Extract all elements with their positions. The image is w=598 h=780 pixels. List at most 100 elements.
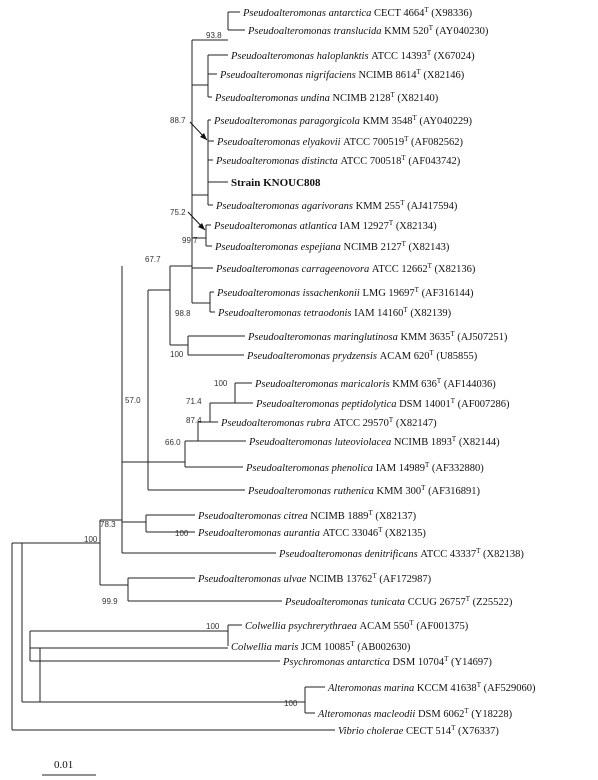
taxon-strain: ACAM 620 <box>380 351 430 362</box>
taxon-label: Pseudoalteromonas rubra ATCC 29570T (X82… <box>220 416 437 429</box>
taxon-species: Pseudoalteromonas denitrificans <box>278 549 420 560</box>
type-strain-mark: T <box>429 24 434 32</box>
taxon-species: Pseudoalteromonas phenolica <box>245 463 376 474</box>
type-strain-mark: T <box>389 219 394 227</box>
taxon-strain: DSM 10704 <box>392 657 444 668</box>
taxon-label: Pseudoalteromonas phenolica IAM 14989T (… <box>245 461 484 474</box>
type-strain-mark: T <box>437 377 442 385</box>
taxon-label: Pseudoalteromonas atlantica IAM 12927T (… <box>213 219 437 232</box>
taxon-strain: DSM 6062 <box>418 709 464 720</box>
taxon-species: Pseudoalteromonas peptidolytica <box>255 399 399 410</box>
taxon-species: Pseudoalteromonas undina <box>214 93 332 104</box>
taxon-accession: (AJ507251) <box>455 332 508 343</box>
taxon-label: Pseudoalteromonas haloplanktis ATCC 1439… <box>230 49 475 62</box>
taxon-accession: (AF001375) <box>414 621 469 632</box>
type-strain-mark: T <box>391 91 396 99</box>
taxon-accession: (AF082562) <box>408 137 463 148</box>
taxon-accession: (Z25522) <box>470 597 513 608</box>
type-strain-mark: T <box>466 595 471 603</box>
taxon-strain: KMM 3548 <box>363 116 413 127</box>
taxon-strain: ATCC 33046 <box>322 528 378 539</box>
bootstrap-value: 100 <box>284 699 298 708</box>
scale-bar-label: 0.01 <box>54 759 73 771</box>
taxon-label: Psychromonas antarctica DSM 10704T (Y146… <box>282 655 492 668</box>
taxon-accession: (X82136) <box>432 264 476 275</box>
taxon-accession: (Y18228) <box>469 709 513 720</box>
branch-alteromonas <box>40 686 325 714</box>
taxon-species: Vibrio cholerae <box>338 726 406 737</box>
taxon-strain: NCIMB 1893 <box>394 437 452 448</box>
type-strain-mark: T <box>476 547 481 555</box>
type-strain-mark: T <box>464 707 469 715</box>
taxon-label: Pseudoalteromonas ruthenica KMM 300T (AF… <box>247 484 480 497</box>
branch-pigmented-sub <box>185 403 246 442</box>
taxon-strain: ATCC 14393 <box>371 51 427 62</box>
type-strain-mark: T <box>400 199 405 207</box>
taxon-label: Pseudoalteromonas maricaloris KMM 636T (… <box>254 377 496 390</box>
taxon-accession: (AJ417594) <box>405 201 458 212</box>
taxon-accession: (AF144036) <box>441 379 496 390</box>
taxon-label: Pseudoalteromonas tetraodonis IAM 14160T… <box>217 306 452 319</box>
taxon-species: Pseudoalteromonas elyakovii <box>216 137 343 148</box>
taxon-strain: ATCC 12662 <box>372 264 428 275</box>
bootstrap-values: 93.8 88.7 75.2 99.7 98.8 67.7 100 57.0 100 71.4 87… <box>84 31 298 708</box>
bootstrap-value: 88.7 <box>170 116 186 125</box>
taxon-strain: NCIMB 8614 <box>358 70 417 81</box>
taxon-species: Alteromonas macleodii <box>317 709 418 720</box>
bootstrap-value: 87.4 <box>186 416 202 425</box>
taxon-accession: (X98336) <box>429 8 473 19</box>
type-strain-mark: T <box>444 655 449 663</box>
taxon-accession: (AY040230) <box>433 26 489 37</box>
type-strain-mark: T <box>424 6 429 14</box>
taxon-label: Pseudoalteromonas denitrificans ATCC 433… <box>278 547 524 560</box>
taxon-label: Alteromonas macleodii DSM 6062T (Y18228) <box>317 707 513 720</box>
type-strain-mark: T <box>428 262 433 270</box>
taxon-accession: (AF043742) <box>406 156 461 167</box>
bootstrap-value: 98.8 <box>175 309 191 318</box>
taxon-species: Pseudoalteromonas luteoviolacea <box>248 437 394 448</box>
taxon-accession: (X82139) <box>408 308 452 319</box>
bootstrap-value: 99.9 <box>102 597 118 606</box>
taxon-species: Colwellia maris <box>231 642 301 653</box>
taxon-label: Pseudoalteromonas nigrifaciens NCIMB 861… <box>219 68 465 81</box>
taxon-label: Pseudoalteromonas agarivorans KMM 255T (… <box>215 199 458 212</box>
tree-branches <box>11 11 335 731</box>
taxon-species: Pseudoalteromonas tetraodonis <box>217 308 354 319</box>
taxon-accession: (X76337) <box>455 726 499 737</box>
branch-pigmented <box>122 405 245 491</box>
branch-atlantica-espejiana <box>192 224 212 247</box>
taxon-accession: (U85855) <box>434 351 478 362</box>
taxon-labels: Pseudoalteromonas antarctica CECT 4664T … <box>197 6 536 737</box>
taxon-name: Strain KNOUC808 <box>231 177 321 189</box>
taxon-strain: CCUG 26757 <box>408 597 466 608</box>
taxon-accession: (X67024) <box>431 51 475 62</box>
taxon-accession: (Y14697) <box>448 657 492 668</box>
taxon-label: Colwellia psychrerythraea ACAM 550T (AF0… <box>245 619 469 632</box>
taxon-label: Colwellia maris JCM 10085T (AB002630) <box>231 640 411 653</box>
taxon-accession: (AF316144) <box>419 288 474 299</box>
taxon-species: Pseudoalteromonas agarivorans <box>215 201 356 212</box>
branch-pseudo-main <box>99 266 276 554</box>
taxon-label: Pseudoalteromonas antarctica CECT 4664T … <box>242 6 473 19</box>
type-strain-mark: T <box>403 306 408 314</box>
branch-antarctica <box>192 11 245 41</box>
branch-maricaloris <box>210 382 253 404</box>
taxon-strain: KMM 300 <box>377 486 422 497</box>
taxon-accession: (X82137) <box>373 511 417 522</box>
taxon-strain: ATCC 700518 <box>340 156 401 167</box>
taxon-label: Pseudoalteromonas translucida KMM 520T (… <box>247 24 489 37</box>
taxon-accession: (AB002630) <box>355 642 411 653</box>
bootstrap-value: 99.7 <box>182 236 198 245</box>
taxon-accession: (X82134) <box>393 221 437 232</box>
bootstrap-value: 100 <box>170 350 184 359</box>
taxon-species: Pseudoalteromonas haloplanktis <box>230 51 371 62</box>
taxon-strain: KMM 3635 <box>400 332 450 343</box>
taxon-accession: (AF316891) <box>425 486 480 497</box>
taxon-label: Pseudoalteromonas issachenkonii LMG 1969… <box>216 286 474 299</box>
type-strain-mark: T <box>404 135 409 143</box>
taxon-strain: ATCC 700519 <box>343 137 404 148</box>
branch-root-stem <box>11 543 335 731</box>
branch-core <box>170 40 215 313</box>
taxon-species: Pseudoalteromonas rubra <box>220 418 333 429</box>
type-strain-mark: T <box>451 724 456 732</box>
